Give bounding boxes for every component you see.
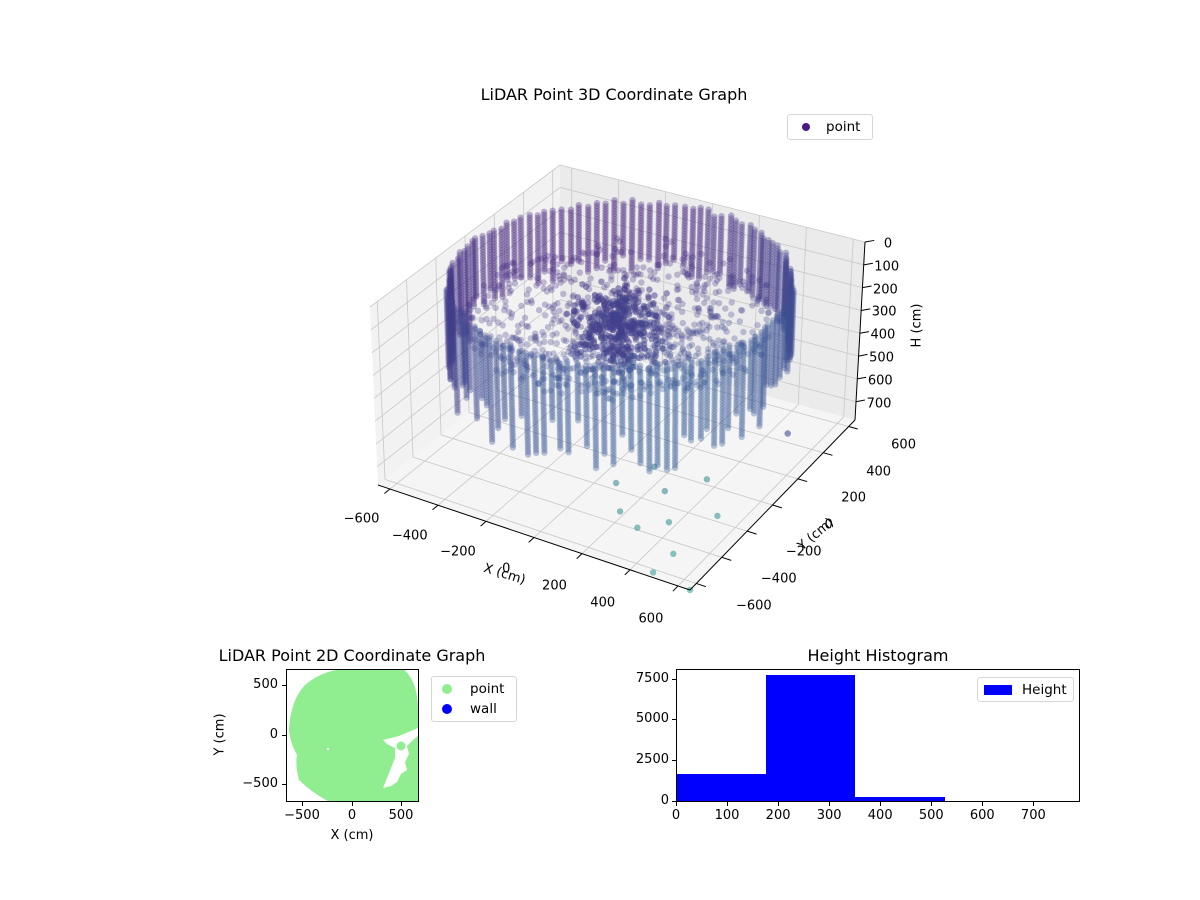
histogram-legend: Height — [977, 677, 1074, 702]
y-tick-mark — [672, 760, 676, 761]
legend-point-marker — [442, 684, 452, 694]
histogram-bar — [855, 797, 945, 801]
plot-3d-legend: point — [787, 114, 873, 140]
y-tick-label: 200 — [841, 490, 867, 506]
y-tick-mark — [282, 735, 286, 736]
plot-3d-title: LiDAR Point 3D Coordinate Graph — [480, 85, 748, 104]
x-tick-mark — [727, 802, 729, 806]
y-tick-mark — [672, 719, 676, 720]
histogram-bar — [766, 675, 855, 801]
y-tick-label: 0 — [269, 727, 278, 742]
z-tick-label: 300 — [871, 304, 897, 320]
y-tick-label: −500 — [242, 776, 278, 791]
x-tick-mark — [676, 802, 677, 806]
z-tick-label: 600 — [867, 373, 893, 389]
legend-wall-marker — [442, 704, 452, 714]
x-tick-label: 100 — [714, 808, 740, 823]
z-tick-label: 100 — [874, 259, 900, 275]
y-tick-mark — [672, 801, 676, 802]
histogram-axes: Height — [676, 669, 1080, 802]
x-tick-label: 500 — [388, 808, 414, 823]
x-tick-mark — [880, 802, 882, 806]
z-tick-label: 0 — [883, 236, 893, 252]
y-tick-mark — [282, 784, 286, 785]
x-tick-label: 400 — [590, 595, 616, 611]
x-tick-label: −200 — [440, 544, 476, 560]
plot-3d-canvas — [369, 164, 875, 594]
legend-wall-label: wall — [470, 701, 497, 717]
x-tick-label: 0 — [347, 808, 357, 823]
z-tick-label: 500 — [869, 350, 894, 366]
plot-2d-ylabel: Y (cm) — [212, 713, 228, 756]
y-tick-label: −600 — [735, 598, 772, 614]
x-tick-mark — [829, 802, 831, 806]
histogram-bar — [677, 774, 766, 801]
y-tick-label: 5000 — [635, 711, 669, 726]
x-tick-label: 200 — [542, 578, 567, 594]
y-tick-mark — [282, 685, 286, 686]
x-tick-mark — [931, 802, 933, 806]
x-tick-label: 400 — [867, 808, 893, 823]
x-tick-label: 700 — [1020, 808, 1046, 823]
plot-2d-title: LiDAR Point 2D Coordinate Graph — [218, 646, 486, 665]
y-tick-label: 0 — [824, 517, 833, 533]
plot-3d-zlabel: H (cm) — [909, 303, 925, 348]
y-tick-mark — [672, 679, 676, 680]
y-tick-label: 400 — [866, 464, 892, 480]
x-tick-label: 600 — [969, 808, 995, 823]
x-tick-label: −400 — [391, 528, 428, 544]
histogram-title: Height Histogram — [807, 646, 949, 665]
z-tick-label: 700 — [866, 396, 892, 412]
y-tick-label: 0 — [660, 793, 669, 808]
z-tick-label: 200 — [873, 282, 898, 298]
legend-height-swatch — [984, 685, 1012, 695]
x-tick-mark — [302, 802, 303, 806]
z-tick-label: 400 — [870, 327, 896, 343]
plot-2d-axes — [286, 669, 419, 802]
x-tick-mark — [982, 802, 984, 806]
plot-2d-canvas — [289, 670, 418, 801]
x-tick-label: 300 — [816, 808, 842, 823]
x-tick-mark — [1033, 802, 1035, 806]
x-tick-label: −500 — [284, 808, 320, 823]
y-tick-label: −200 — [785, 544, 822, 560]
y-tick-label: 600 — [891, 437, 916, 453]
x-tick-label: 500 — [918, 808, 944, 823]
legend-point-marker — [802, 123, 810, 131]
x-tick-label: 0 — [502, 561, 511, 577]
y-tick-label: 2500 — [635, 752, 669, 767]
plot-2d-legend: point wall — [431, 676, 517, 722]
x-tick-mark — [352, 802, 353, 806]
y-tick-label: 500 — [253, 677, 278, 692]
y-tick-label: 7500 — [635, 671, 669, 686]
legend-height-label: Height — [1022, 682, 1067, 698]
x-tick-label: −600 — [343, 511, 380, 527]
legend-point-label: point — [826, 119, 861, 135]
plot-2d-xlabel: X (cm) — [330, 828, 374, 843]
y-tick-label: −400 — [760, 571, 797, 587]
x-tick-label: 600 — [638, 611, 664, 627]
x-tick-label: 0 — [671, 808, 681, 823]
legend-point-label: point — [470, 681, 505, 697]
x-tick-mark — [401, 802, 402, 806]
x-tick-label: 200 — [765, 808, 791, 823]
x-tick-mark — [778, 802, 780, 806]
